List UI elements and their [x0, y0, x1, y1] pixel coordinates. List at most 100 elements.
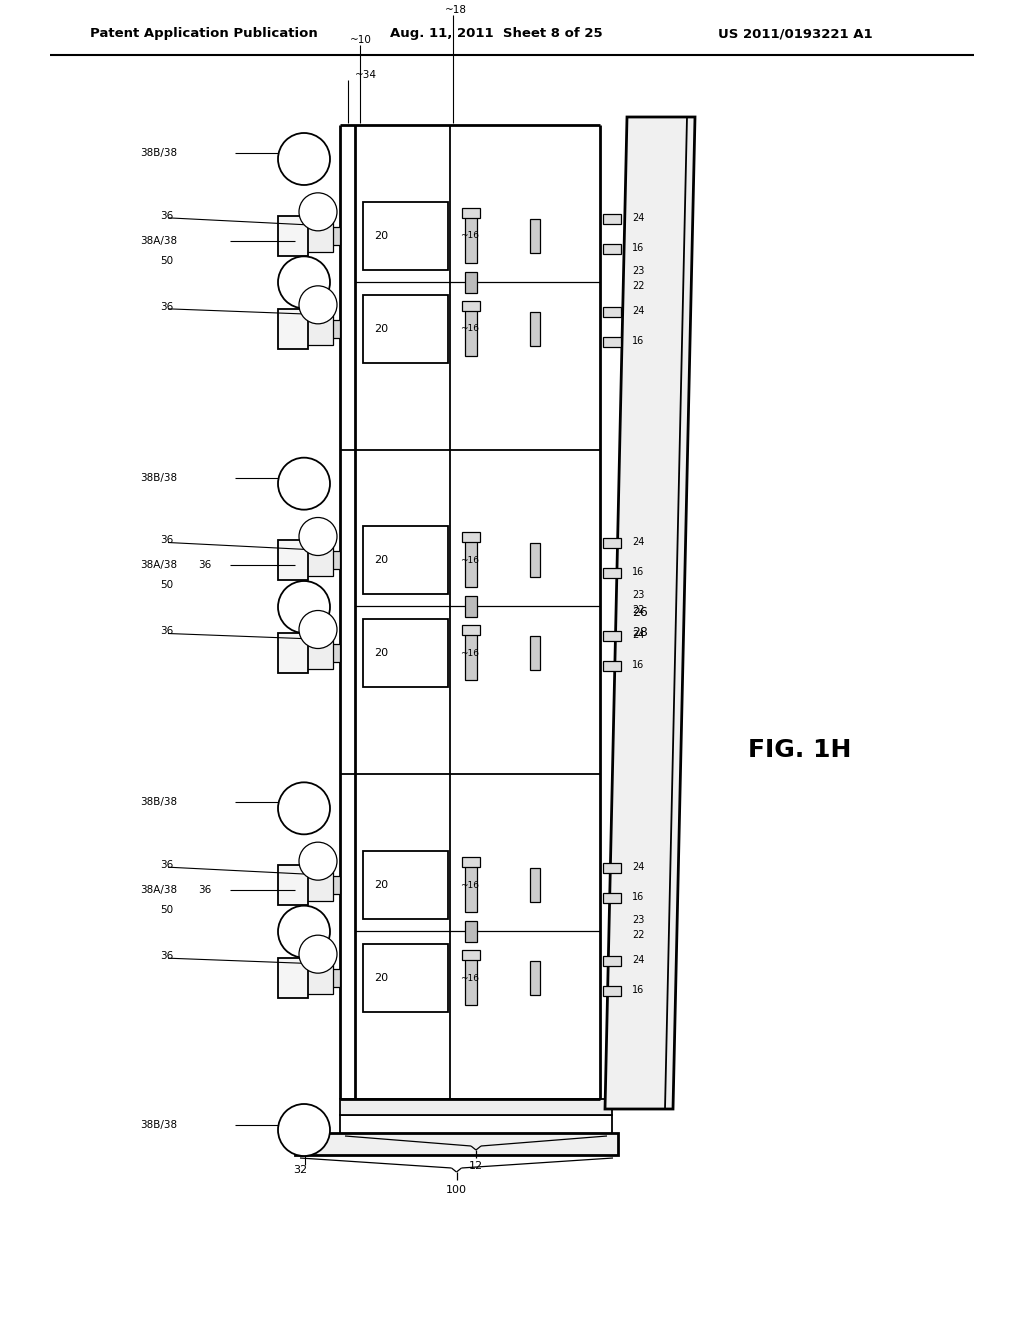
Bar — [462, 207, 480, 218]
Circle shape — [299, 842, 337, 880]
Bar — [362, 527, 449, 594]
Bar — [603, 244, 621, 253]
Text: 38B/38: 38B/38 — [140, 473, 177, 483]
Circle shape — [278, 581, 330, 634]
Text: 26: 26 — [632, 606, 648, 619]
Bar — [530, 312, 540, 346]
Bar — [340, 1100, 612, 1115]
Bar — [278, 216, 308, 256]
Bar — [340, 1115, 612, 1133]
Bar — [603, 214, 621, 224]
Bar — [462, 950, 480, 960]
Text: FIG. 1H: FIG. 1H — [749, 738, 852, 762]
Bar — [603, 863, 621, 873]
Text: 24: 24 — [632, 956, 644, 965]
Bar — [303, 638, 333, 669]
Text: Patent Application Publication: Patent Application Publication — [90, 28, 317, 41]
Text: 20: 20 — [374, 231, 388, 240]
Bar — [603, 661, 621, 672]
Bar — [603, 956, 621, 966]
Bar — [462, 532, 480, 543]
Text: 24: 24 — [632, 537, 644, 548]
Text: ~18: ~18 — [445, 5, 467, 15]
Text: 16: 16 — [632, 892, 644, 902]
Text: 24: 24 — [632, 213, 644, 223]
Text: 28: 28 — [632, 626, 648, 639]
Bar — [362, 294, 449, 363]
Bar — [325, 227, 340, 244]
Bar — [603, 337, 621, 347]
Bar — [603, 569, 621, 578]
Bar — [278, 309, 308, 348]
Bar — [465, 533, 477, 587]
Bar — [303, 544, 333, 577]
Text: 38B/38: 38B/38 — [140, 797, 177, 808]
Bar — [465, 272, 477, 293]
Text: 23: 23 — [632, 265, 644, 276]
Text: ~16: ~16 — [461, 556, 479, 565]
Text: 32: 32 — [293, 1166, 307, 1175]
Text: 16: 16 — [632, 985, 644, 995]
Text: 16: 16 — [632, 243, 644, 253]
Bar — [303, 962, 333, 994]
Bar — [603, 306, 621, 317]
Bar — [465, 597, 477, 618]
Text: 36: 36 — [160, 536, 173, 545]
Text: ~34: ~34 — [355, 70, 377, 81]
Bar — [362, 619, 449, 688]
Circle shape — [278, 1104, 330, 1156]
Circle shape — [278, 133, 330, 185]
Text: 16: 16 — [632, 660, 644, 671]
Text: 38A/38: 38A/38 — [140, 236, 177, 246]
Bar — [603, 894, 621, 903]
Polygon shape — [605, 117, 695, 1109]
Bar — [462, 301, 480, 310]
Text: 22: 22 — [632, 931, 644, 940]
Bar — [325, 319, 340, 338]
Text: ~16: ~16 — [461, 974, 479, 982]
Text: 20: 20 — [374, 880, 388, 890]
Text: 38B/38: 38B/38 — [140, 148, 177, 158]
Text: 50: 50 — [160, 906, 173, 915]
Bar — [325, 969, 340, 987]
Text: 36: 36 — [160, 627, 173, 636]
Bar — [278, 958, 308, 998]
Text: US 2011/0193221 A1: US 2011/0193221 A1 — [718, 28, 872, 41]
Circle shape — [299, 286, 337, 323]
Bar — [303, 313, 333, 345]
Text: 36: 36 — [160, 861, 173, 870]
Text: 38A/38: 38A/38 — [140, 886, 177, 895]
Text: ~10: ~10 — [350, 36, 372, 45]
Bar — [303, 220, 333, 252]
Text: 20: 20 — [374, 648, 388, 659]
Text: ~16: ~16 — [461, 231, 479, 240]
Text: 12: 12 — [469, 1162, 483, 1171]
Bar — [465, 921, 477, 942]
Bar — [465, 302, 477, 356]
Circle shape — [299, 193, 337, 231]
Bar — [278, 540, 308, 581]
Text: 36: 36 — [160, 211, 173, 220]
Bar — [362, 202, 449, 269]
Text: 38A/38: 38A/38 — [140, 561, 177, 570]
Text: 50: 50 — [160, 256, 173, 265]
Text: 16: 16 — [632, 568, 644, 577]
Bar — [465, 627, 477, 681]
Text: Aug. 11, 2011  Sheet 8 of 25: Aug. 11, 2011 Sheet 8 of 25 — [390, 28, 603, 41]
Text: 20: 20 — [374, 323, 388, 334]
Bar — [530, 544, 540, 577]
Text: 38B/38: 38B/38 — [140, 1119, 177, 1130]
Text: 50: 50 — [160, 581, 173, 590]
Circle shape — [278, 458, 330, 510]
Text: 20: 20 — [374, 556, 388, 565]
Bar — [295, 1133, 618, 1155]
Text: 22: 22 — [632, 281, 644, 290]
Bar — [362, 944, 449, 1012]
Bar — [362, 851, 449, 919]
Bar — [530, 636, 540, 671]
Bar — [530, 961, 540, 995]
Bar — [462, 626, 480, 635]
Text: 23: 23 — [632, 915, 644, 925]
Text: 36: 36 — [198, 886, 211, 895]
Circle shape — [278, 906, 330, 958]
